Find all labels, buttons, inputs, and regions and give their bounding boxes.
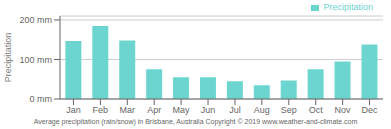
svg-text:Apr: Apr [147,105,161,115]
svg-text:Feb: Feb [93,105,109,115]
svg-text:Oct: Oct [309,105,324,115]
svg-text:Dec: Dec [362,105,379,115]
svg-text:Jun: Jun [201,105,216,115]
svg-text:100 mm: 100 mm [19,55,52,65]
svg-text:200 mm: 200 mm [19,15,52,25]
html-text:Precipitation: Precipitation [323,2,373,12]
svg-text:Mar: Mar [120,105,136,115]
svg-text:Precipitation: Precipitation [8,33,13,83]
svg-text:May: May [173,105,191,115]
svg-text:Jul: Jul [229,105,241,115]
svg-text:Sep: Sep [281,105,297,115]
svg-text:0 mm: 0 mm [30,94,53,104]
svg-text:Jan: Jan [66,105,81,115]
html-text:Average precipitation (rain/sn: Average precipitation (rain/snow) in Bri… [33,118,358,125]
svg-text:Aug: Aug [254,105,270,115]
svg-text:Nov: Nov [335,105,352,115]
